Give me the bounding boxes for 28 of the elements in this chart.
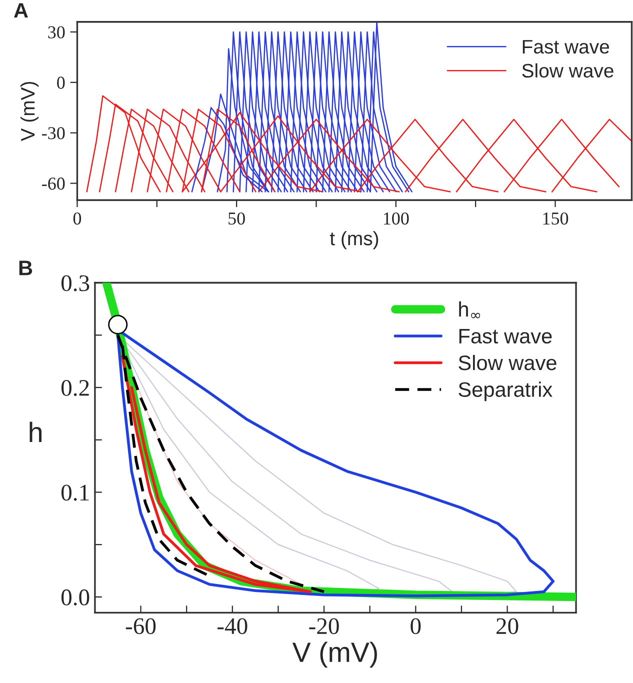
chart-title: B [19, 260, 32, 276]
x-tick-label: -20 [309, 618, 339, 634]
chart-title: A [14, 3, 28, 18]
legend-label: h$_{∞}$ [459, 301, 480, 318]
x-tick-label: 100 [384, 212, 409, 225]
y-tick-label: 0.0 [61, 589, 90, 606]
y-tick-label: -60 [42, 178, 65, 190]
x-axis-title: V (mV) [292, 642, 377, 668]
x-tick-label: 20 [496, 618, 518, 634]
legend-label: Fast wave [522, 40, 610, 54]
x-tick-label: 0 [410, 618, 421, 634]
x-tick-label: 150 [543, 212, 568, 225]
x-tick-label: 50 [228, 212, 245, 225]
legend-label: Slow wave [522, 63, 614, 78]
x-tick-label: -40 [218, 618, 248, 634]
y-tick-label: 0.2 [61, 380, 89, 396]
y-tick-label: -30 [42, 127, 65, 140]
legend-label: Fast wave [459, 328, 552, 344]
y-tick-label: 0 [57, 76, 65, 89]
y-axis-title: h [30, 422, 42, 442]
y-tick-label: 30 [48, 26, 65, 38]
legend-label: Separatrix [458, 382, 552, 402]
y-axis-title: V (mV) [20, 82, 39, 142]
y-tick-label: 0.3 [61, 275, 90, 292]
y-tick-label: 0.1 [61, 484, 89, 501]
x-tick-label: -60 [126, 618, 156, 634]
x-axis-title: t (ms) [330, 231, 378, 250]
legend-label: Slow wave [458, 354, 556, 370]
